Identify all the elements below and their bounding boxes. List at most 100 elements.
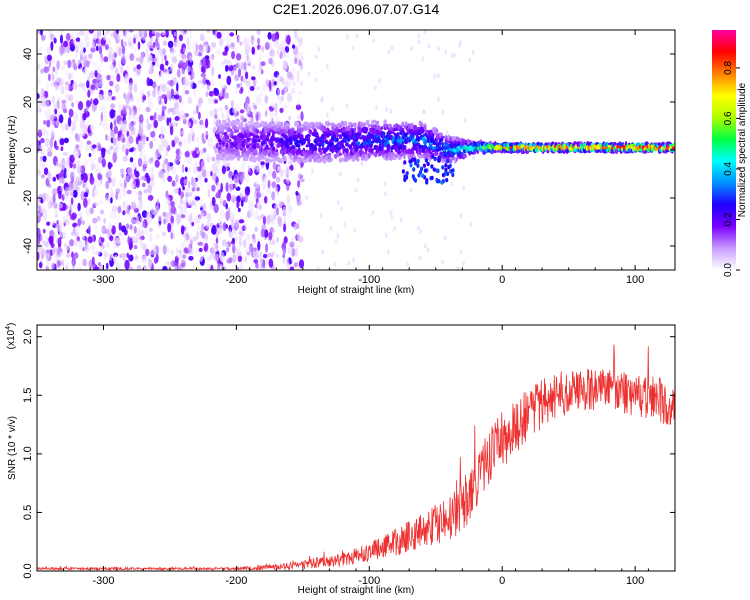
spectrogram-cell (285, 86, 289, 92)
spectrogram-cell (92, 184, 97, 191)
spectrogram-cell (133, 66, 137, 72)
spectrogram-cell (478, 147, 483, 152)
spectrogram-cell (249, 132, 254, 136)
spectrogram-cell (150, 157, 154, 162)
spectrogram-cell (148, 169, 154, 179)
spectrogram-cell (89, 124, 95, 132)
spectrogram-cell (130, 183, 136, 189)
spectrogram-cell (43, 120, 47, 125)
spectrogram-cell (226, 192, 232, 202)
spectrogram-cell (82, 112, 87, 121)
spectrogram-cell (43, 167, 49, 176)
spectrogram-cell (50, 41, 54, 51)
spectrogram-cell (461, 185, 465, 191)
spectrogram-cell (248, 120, 252, 124)
spectrogram-cell (182, 254, 187, 259)
spectrogram-cell (94, 70, 98, 78)
spectrogram-cell (96, 142, 102, 151)
spectrogram-cell (70, 94, 74, 100)
spectrogram-cell (166, 161, 171, 172)
spectrogram-cell (79, 110, 84, 116)
spectrogram-cell (179, 130, 184, 135)
spectrogram-cell (234, 236, 238, 241)
spectrogram-cell (51, 71, 54, 80)
spectrogram-cell (161, 83, 167, 93)
spectrogram-cell (64, 186, 70, 197)
spectrogram-cell (355, 33, 359, 39)
spectrogram-cell (431, 132, 435, 139)
spectrogram-cell (69, 154, 75, 164)
spectrogram-cell (175, 174, 179, 183)
spectrogram-cell (51, 95, 56, 104)
spectrogram-cell (174, 158, 180, 165)
spectrogram-cell (366, 119, 370, 126)
spectrogram-cell (246, 54, 249, 62)
spectrogram-cell (204, 177, 208, 183)
spectrogram-cell (243, 61, 247, 71)
spectrogram-cell (40, 198, 44, 204)
spectrogram-cell (174, 94, 180, 100)
spectrogram-cell (210, 252, 214, 259)
spectrogram-cell (322, 136, 327, 140)
spectrogram-cell (459, 40, 462, 46)
spectrogram-cell (305, 144, 309, 148)
spectrogram-cell (440, 180, 444, 185)
spectrogram-cell (371, 148, 374, 152)
spectrogram-cell (236, 195, 241, 203)
spectrogram-cell (201, 66, 206, 74)
spectrogram-cell (296, 36, 300, 42)
spectrogram-cell (171, 166, 176, 176)
spectrogram-cell (176, 82, 179, 92)
spectrogram-cell (239, 225, 243, 231)
spectrogram-cell (254, 252, 259, 260)
spectrogram-cell (81, 127, 86, 137)
spectrogram-cell (169, 125, 174, 136)
spectrogram-cell (53, 233, 57, 239)
spectrogram-cell (97, 30, 102, 38)
spectrogram-cell (244, 224, 247, 231)
spectrogram-cell (62, 151, 69, 156)
spectrogram-cell (152, 54, 156, 59)
spectrogram-cell (111, 177, 116, 187)
spectrogram-cell (445, 143, 450, 147)
spectrogram-cell (192, 150, 198, 159)
spectrogram-cell (316, 152, 321, 158)
spectrogram-cell (239, 109, 245, 114)
spectrogram-cell (150, 178, 155, 188)
spectrogram-cell (288, 74, 295, 81)
spectrogram-cell (70, 197, 74, 205)
spectrogram-cell (65, 123, 69, 131)
spectrogram-cell (112, 30, 117, 39)
spectrogram-cell (272, 146, 276, 152)
spectrogram-cell (184, 151, 190, 158)
spectrogram-cell (307, 71, 311, 77)
spectrogram-cell (187, 199, 193, 207)
spectrogram-cell (47, 151, 53, 157)
spectrogram-cell (60, 122, 66, 132)
spectrogram-cell (113, 254, 119, 265)
spectrogram-cell (128, 135, 134, 144)
spectrogram-cell (199, 198, 204, 209)
spectrogram-cell (268, 159, 273, 163)
spectrogram-cell (278, 201, 282, 206)
spectrogram-cell (100, 52, 103, 59)
spectrogram-cell (291, 129, 295, 134)
spectrogram-cell (401, 121, 405, 128)
spectrogram-cell (271, 33, 277, 42)
spectrogram-cell (235, 219, 238, 229)
spectrogram-cell (79, 239, 83, 249)
spectrogram-cell (115, 83, 120, 93)
spectrogram-cell (110, 122, 113, 131)
spectrogram-cell (225, 135, 230, 140)
spectrogram-cell (423, 243, 427, 249)
spectrogram-cell (126, 130, 130, 138)
spectrogram-cell (178, 34, 183, 42)
spectrogram-cell (443, 171, 447, 176)
spectrogram-cell (441, 165, 445, 170)
spectrogram-cell (99, 121, 103, 126)
spectrogram-y-ticks: -40 -20 0 20 40 (22, 48, 675, 254)
snr-ytick-label: 0.0 (22, 563, 34, 578)
spectrogram-cell (211, 196, 216, 207)
spectrogram-cell (298, 60, 302, 67)
spectrogram-cell (282, 156, 287, 161)
